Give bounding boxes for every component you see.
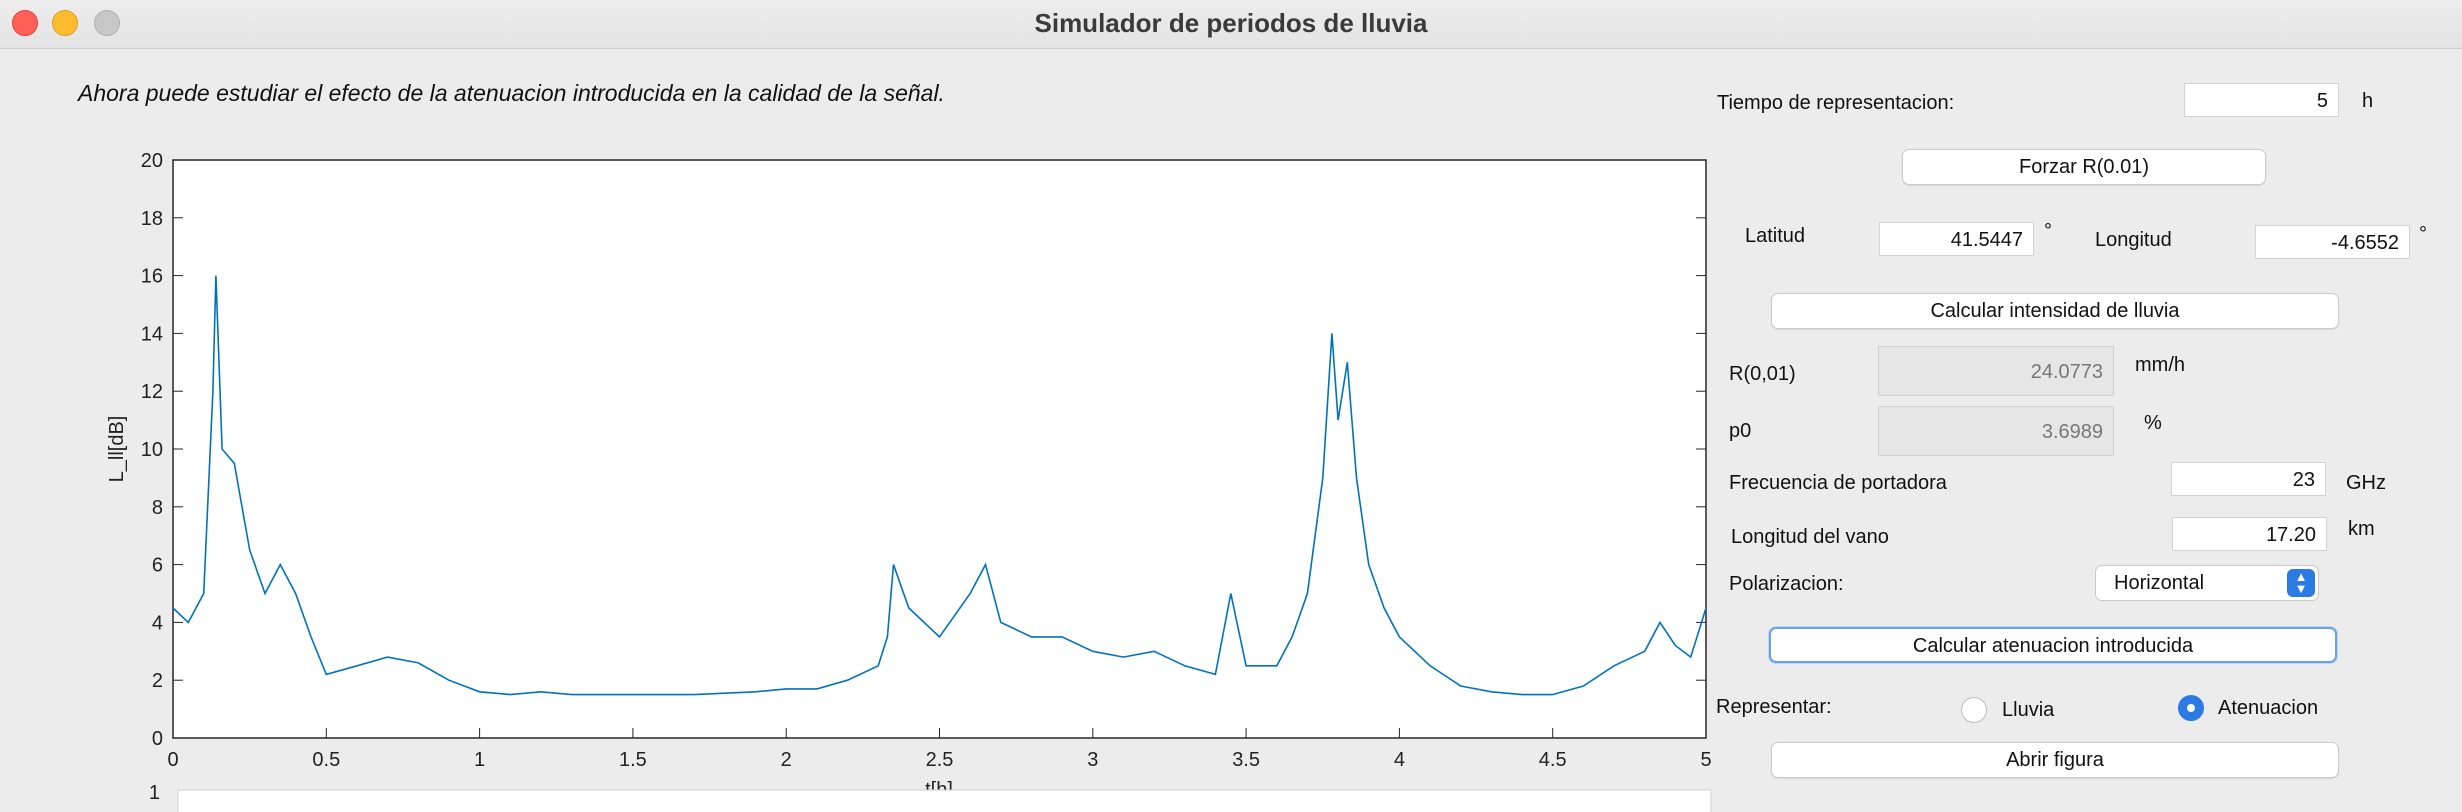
y-tick-label: 10 xyxy=(141,439,163,461)
polarizacion-label: Polarizacion: xyxy=(1729,573,1844,595)
y-tick-label: 4 xyxy=(152,612,163,634)
x-tick-label: 2 xyxy=(781,749,792,771)
y-axis-label: L_ll[dB] xyxy=(106,416,128,483)
p0-value: 3.6989 xyxy=(1878,406,2114,456)
longitud-label: Longitud xyxy=(2095,229,2172,251)
longitud-vano-unit: km xyxy=(2348,518,2375,540)
close-window-button[interactable] xyxy=(12,10,38,36)
maximize-window-button[interactable] xyxy=(94,10,120,36)
forzar-r001-button[interactable]: Forzar R(0.01) xyxy=(1902,149,2266,185)
y-tick-label: 2 xyxy=(152,670,163,692)
x-tick-label: 0.5 xyxy=(312,749,340,771)
x-tick-label: 1 xyxy=(474,749,485,771)
series-line xyxy=(172,275,1707,696)
tiempo-label: Tiempo de representacion: xyxy=(1717,92,1955,114)
radio-lluvia-label: Lluvia xyxy=(2002,699,2055,721)
frecuencia-label: Frecuencia de portadora xyxy=(1729,472,1947,494)
longitud-vano-label: Longitud del vano xyxy=(1731,526,1889,548)
longitud-input[interactable]: -4.6552 xyxy=(2255,225,2410,259)
radio-atenuacion[interactable] xyxy=(2178,695,2204,721)
x-tick-label: 3 xyxy=(1087,749,1098,771)
title-bar: Simulador de periodos de lluvia xyxy=(0,0,2462,49)
x-tick-label: 0 xyxy=(167,749,178,771)
radio-lluvia[interactable] xyxy=(1961,697,1987,723)
x-tick-label: 1.5 xyxy=(619,749,647,771)
latitud-unit: ° xyxy=(2044,220,2052,242)
frecuencia-unit: GHz xyxy=(2346,472,2386,494)
p0-unit: % xyxy=(2144,412,2162,434)
frecuencia-input[interactable]: 23 xyxy=(2171,462,2326,496)
tiempo-unit: h xyxy=(2362,90,2374,112)
longitud-vano-input[interactable]: 17.20 xyxy=(2172,517,2327,551)
latitud-input[interactable]: 41.5447 xyxy=(1879,222,2034,256)
x-tick-label: 5 xyxy=(1700,749,1711,771)
instruction-text: Ahora puede estudiar el efecto de la ate… xyxy=(78,80,945,106)
second-plot-area xyxy=(177,789,1712,812)
y-tick-label: 14 xyxy=(141,323,163,345)
x-tick-label: 4 xyxy=(1394,749,1405,771)
y-tick-label: 20 xyxy=(141,150,163,172)
calcular-atenuacion-button[interactable]: Calcular atenuacion introducida xyxy=(1769,627,2337,663)
y-tick-label: 0 xyxy=(152,728,163,750)
plot-area xyxy=(172,159,1707,739)
y-tick-label: 6 xyxy=(152,555,163,577)
latitud-label: Latitud xyxy=(1745,225,1806,247)
representar-label: Representar: xyxy=(1716,696,1832,718)
calcular-lluvia-button[interactable]: Calcular intensidad de lluvia xyxy=(1771,293,2339,329)
window-title: Simulador de periodos de lluvia xyxy=(1034,8,1428,38)
polarizacion-select[interactable]: Horizontal ▲ ▼ xyxy=(2095,565,2319,601)
r001-label: R(0,01) xyxy=(1729,363,1796,385)
chevron-up-down-icon: ▲ ▼ xyxy=(2287,569,2315,597)
r001-unit: mm/h xyxy=(2135,354,2185,376)
second-plot-tick-1: 1 xyxy=(149,782,160,804)
polarizacion-selected-value: Horizontal xyxy=(2114,572,2205,594)
radio-atenuacion-label: Atenuacion xyxy=(2218,697,2319,719)
y-tick-label: 12 xyxy=(141,381,163,403)
x-tick-label: 2.5 xyxy=(926,749,954,771)
x-tick-label: 4.5 xyxy=(1539,749,1567,771)
p0-label: p0 xyxy=(1729,420,1752,442)
x-tick-label: 3.5 xyxy=(1232,749,1260,771)
y-tick-label: 16 xyxy=(141,266,163,288)
tiempo-input[interactable]: 5 xyxy=(2184,83,2339,117)
abrir-figura-button[interactable]: Abrir figura xyxy=(1771,742,2339,778)
minimize-window-button[interactable] xyxy=(52,10,78,36)
r001-value: 24.0773 xyxy=(1878,346,2114,396)
longitud-unit: ° xyxy=(2419,223,2427,245)
y-tick-label: 18 xyxy=(141,208,163,230)
y-tick-label: 8 xyxy=(152,497,163,519)
